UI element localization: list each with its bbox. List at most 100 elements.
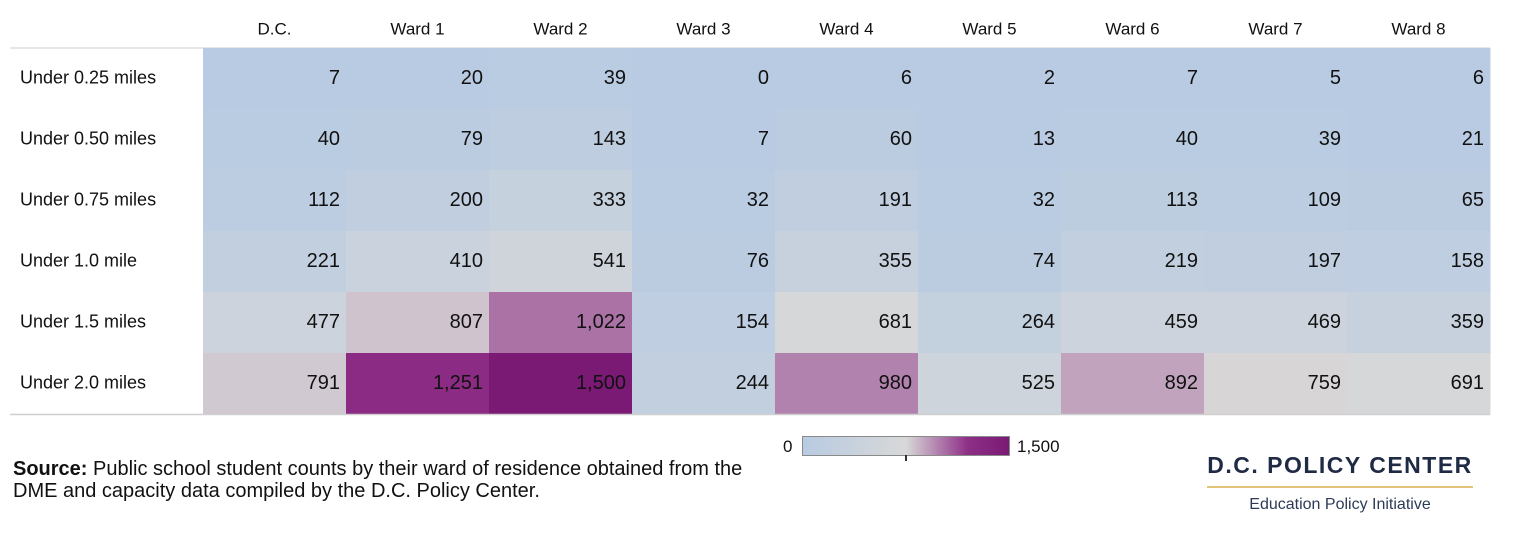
cell-value-label: 109 (1308, 189, 1341, 211)
row-label: Under 0.50 miles (20, 128, 156, 148)
heatmap-cell (775, 292, 919, 354)
cell-value-label: 40 (1176, 128, 1198, 150)
cell-value-label: 477 (307, 311, 340, 333)
cell-value-label: 892 (1165, 372, 1198, 394)
heatmap-cell (1061, 231, 1205, 293)
cell-value-label: 79 (461, 128, 483, 150)
heatmap-cell (632, 353, 776, 415)
source-text: Public school student counts by their wa… (13, 458, 743, 502)
heatmap-cell (489, 48, 633, 110)
brand-subtitle: Education Policy Initiative (1249, 496, 1431, 513)
heatmap-cell (775, 170, 919, 232)
heatmap-cell (489, 231, 633, 293)
cell-value-label: 541 (593, 250, 626, 272)
legend-min-label: 0 (783, 437, 793, 456)
heatmap-cell (1204, 170, 1348, 232)
heatmap-cell (632, 48, 776, 110)
heatmap-cell (775, 48, 919, 110)
cell-value-label: 191 (879, 189, 912, 211)
heatmap-cell (346, 292, 490, 354)
cell-value-label: 32 (1033, 189, 1055, 211)
heatmap-cell (1347, 292, 1491, 354)
cell-value-label: 469 (1308, 311, 1341, 333)
cell-value-label: 13 (1033, 128, 1055, 150)
heatmap-cell (775, 109, 919, 171)
heatmap-cell (1204, 292, 1348, 354)
heatmap-cell (1347, 48, 1491, 110)
cell-value-label: 6 (1473, 67, 1484, 89)
heatmap-cell (203, 292, 347, 354)
heatmap-cell (632, 292, 776, 354)
heatmap-cell (1347, 109, 1491, 171)
heatmap-cell (1347, 231, 1491, 293)
cell-value-label: 40 (318, 128, 340, 150)
heatmap-cell (203, 48, 347, 110)
cell-value-label: 32 (747, 189, 769, 211)
cell-value-label: 691 (1451, 372, 1484, 394)
heatmap-cell (918, 231, 1062, 293)
row-label: Under 1.0 mile (20, 250, 137, 270)
heatmap-cell (203, 231, 347, 293)
cell-value-label: 60 (890, 128, 912, 150)
cell-value-label: 74 (1033, 250, 1055, 272)
heatmap-cell (775, 231, 919, 293)
cell-value-label: 200 (450, 189, 483, 211)
cell-value-label: 39 (1319, 128, 1341, 150)
heatmap-cell (346, 353, 490, 415)
cell-value-label: 143 (593, 128, 626, 150)
cell-value-label: 7 (1187, 67, 1198, 89)
source-label: Source: (13, 458, 88, 480)
heatmap-cell (346, 231, 490, 293)
heatmap-cell (918, 170, 1062, 232)
heatmap-cell (775, 353, 919, 415)
heatmap-cell (632, 170, 776, 232)
heatmap-cell (1204, 353, 1348, 415)
cell-value-label: 20 (461, 67, 483, 89)
column-label: Ward 3 (676, 19, 730, 38)
heatmap-cell (1061, 353, 1205, 415)
column-label: Ward 7 (1248, 19, 1302, 38)
heatmap-cell (1204, 48, 1348, 110)
cell-value-label: 6 (901, 67, 912, 89)
cell-value-label: 459 (1165, 311, 1198, 333)
column-label: Ward 1 (390, 19, 444, 38)
column-label: Ward 4 (819, 19, 873, 38)
cell-value-label: 158 (1451, 250, 1484, 272)
cell-value-label: 65 (1462, 189, 1484, 211)
heatmap-cell (346, 48, 490, 110)
source-note: Source: Public school student counts by … (13, 458, 773, 502)
cell-value-label: 39 (604, 67, 626, 89)
row-label: Under 0.75 miles (20, 189, 156, 209)
heatmap-cell (489, 170, 633, 232)
column-label: Ward 8 (1391, 19, 1445, 38)
row-label: Under 1.5 miles (20, 311, 146, 331)
heatmap-cell (632, 109, 776, 171)
heatmap-cell (918, 48, 1062, 110)
cell-value-label: 359 (1451, 311, 1484, 333)
cell-value-label: 197 (1308, 250, 1341, 272)
legend-gradient-bar (802, 436, 1010, 456)
cell-value-label: 154 (736, 311, 769, 333)
color-legend: 0 1,500 (783, 434, 1103, 474)
column-label: Ward 6 (1105, 19, 1159, 38)
heatmap-cell (632, 231, 776, 293)
heatmap-cell (1204, 231, 1348, 293)
cell-value-label: 791 (307, 372, 340, 394)
cell-value-label: 1,251 (433, 372, 483, 394)
cell-value-label: 525 (1022, 372, 1055, 394)
cell-value-label: 681 (879, 311, 912, 333)
heatmap-cell (203, 170, 347, 232)
cell-value-label: 333 (593, 189, 626, 211)
cell-value-label: 21 (1462, 128, 1484, 150)
cell-value-label: 113 (1166, 189, 1198, 211)
heatmap-cell (489, 109, 633, 171)
cell-value-label: 219 (1165, 250, 1198, 272)
heatmap-cell (203, 109, 347, 171)
cell-value-label: 759 (1308, 372, 1341, 394)
cell-value-label: 355 (879, 250, 912, 272)
cell-value-label: 2 (1044, 67, 1055, 89)
heatmap-cell (1061, 292, 1205, 354)
heatmap-cell (346, 109, 490, 171)
legend-max-label: 1,500 (1017, 437, 1060, 456)
heatmap-cell (1347, 353, 1491, 415)
